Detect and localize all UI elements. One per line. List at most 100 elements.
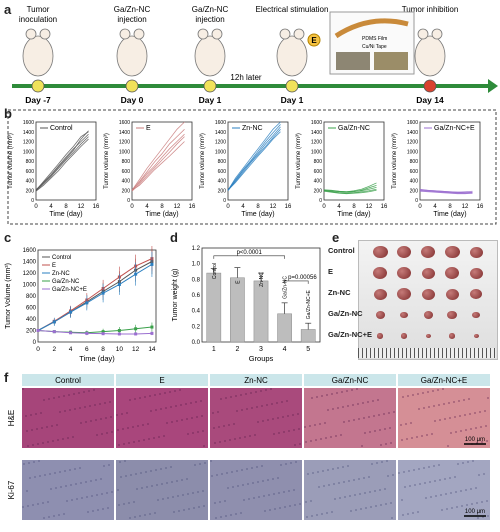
nucleus-dot xyxy=(283,491,285,493)
nucleus-dot xyxy=(195,401,197,403)
tumor-specimen xyxy=(470,288,482,300)
nucleus-dot xyxy=(257,481,259,483)
bar xyxy=(230,277,245,343)
nucleus-dot xyxy=(388,412,390,414)
y-tick-label: 1000 xyxy=(407,149,418,155)
nucleus-dot xyxy=(363,417,365,419)
mouse-ear xyxy=(197,28,209,40)
nucleus-dot xyxy=(413,469,415,471)
nucleus-dot xyxy=(347,405,349,407)
nucleus-dot xyxy=(273,493,275,495)
panel-letter-e: e xyxy=(332,230,340,245)
panel-letter-a: a xyxy=(4,2,12,17)
tumor-specimen xyxy=(425,333,431,339)
nucleus-dot xyxy=(86,496,88,498)
y-tick-label: 0.2 xyxy=(192,324,201,330)
histology-column-header xyxy=(116,374,208,386)
nucleus-dot xyxy=(450,432,452,434)
nucleus-dot xyxy=(425,497,427,499)
x-tick-label: 12 xyxy=(132,346,140,353)
y-tick-label: 400 xyxy=(218,179,227,185)
nucleus-dot xyxy=(326,512,328,514)
nucleus-dot xyxy=(412,512,414,514)
nucleus-dot xyxy=(174,390,176,392)
nucleus-dot xyxy=(330,436,332,438)
nucleus-dot xyxy=(55,487,57,489)
series-line xyxy=(227,131,281,191)
nucleus-dot xyxy=(97,509,99,511)
y-tick-label: 600 xyxy=(218,169,227,175)
nucleus-dot xyxy=(156,484,158,486)
nucleus-dot xyxy=(127,427,129,429)
nucleus-dot xyxy=(343,481,345,483)
data-point xyxy=(101,291,105,295)
nucleus-dot xyxy=(299,443,301,445)
nucleus-dot xyxy=(455,431,457,433)
nucleus-dot xyxy=(278,432,280,434)
nucleus-dot xyxy=(34,476,36,478)
series-line-4 xyxy=(37,330,152,335)
mouse-body xyxy=(194,35,226,77)
nucleus-dot xyxy=(456,506,458,508)
nucleus-dot xyxy=(465,489,467,491)
mouse-body xyxy=(22,35,54,77)
data-point xyxy=(85,331,89,335)
nucleus-dot xyxy=(69,469,71,471)
nucleus-dot xyxy=(250,392,252,394)
x-tick-label: 0 xyxy=(34,204,38,210)
nucleus-dot xyxy=(230,396,232,398)
x-tick-label: 16 xyxy=(189,204,196,210)
nucleus-dot xyxy=(165,407,167,409)
nucleus-dot xyxy=(26,490,28,492)
histology-tile xyxy=(210,460,302,520)
nucleus-dot xyxy=(328,484,330,486)
series-line xyxy=(419,190,473,194)
nucleus-dot xyxy=(453,401,455,403)
nucleus-dot xyxy=(446,508,448,510)
nucleus-dot xyxy=(350,510,352,512)
nucleus-dot xyxy=(251,467,253,469)
photo-row-label: Zn-NC xyxy=(328,288,351,297)
nucleus-dot xyxy=(43,517,45,519)
tumor-specimen xyxy=(421,267,435,279)
nucleus-dot xyxy=(269,509,271,511)
nucleus-dot xyxy=(322,470,324,472)
nucleus-dot xyxy=(102,508,104,510)
nucleus-dot xyxy=(253,497,255,499)
nucleus-dot xyxy=(280,464,282,466)
y-tick-label: 1200 xyxy=(23,271,37,277)
nucleus-dot xyxy=(96,494,98,496)
nucleus-dot xyxy=(361,445,363,447)
bar-label: Zn-NC xyxy=(259,272,265,287)
nucleus-dot xyxy=(391,517,393,519)
tumor-weight-bar-chart: 0.0 0.2 0.4 0.6 0.8 1.0 1.2 1 Control 2 E 3 Zn-NC 4 Ga… xyxy=(172,246,321,363)
timeline-event-label: injection xyxy=(117,15,146,24)
nucleus-dot xyxy=(229,439,231,441)
nucleus-dot xyxy=(471,503,473,505)
nucleus-dot xyxy=(109,401,111,403)
x-axis-label: Time (day) xyxy=(49,211,82,218)
nucleus-dot xyxy=(196,416,198,418)
timeline-event-label: Tumor inhibition xyxy=(402,5,459,14)
nucleus-dot xyxy=(463,399,465,401)
nucleus-dot xyxy=(52,440,54,442)
mouse-illustration-3 xyxy=(276,28,308,93)
nucleus-dot xyxy=(242,484,244,486)
nucleus-dot xyxy=(246,408,248,410)
nucleus-dot xyxy=(324,422,326,424)
nucleus-dot xyxy=(48,398,50,400)
nucleus-dot xyxy=(186,418,188,420)
tumor-specimen xyxy=(373,288,387,300)
data-point xyxy=(150,325,154,329)
nucleus-dot xyxy=(87,511,89,513)
y-tick-label: 1000 xyxy=(23,149,34,155)
bar xyxy=(277,313,292,343)
y-tick-label: 1400 xyxy=(119,130,130,136)
nucleus-dot xyxy=(417,393,419,395)
series-line xyxy=(35,136,89,192)
nucleus-dot xyxy=(100,418,102,420)
nucleus-dot xyxy=(390,502,392,504)
nucleus-dot xyxy=(150,470,152,472)
nucleus-dot xyxy=(304,426,306,428)
plot-frame xyxy=(131,121,193,201)
